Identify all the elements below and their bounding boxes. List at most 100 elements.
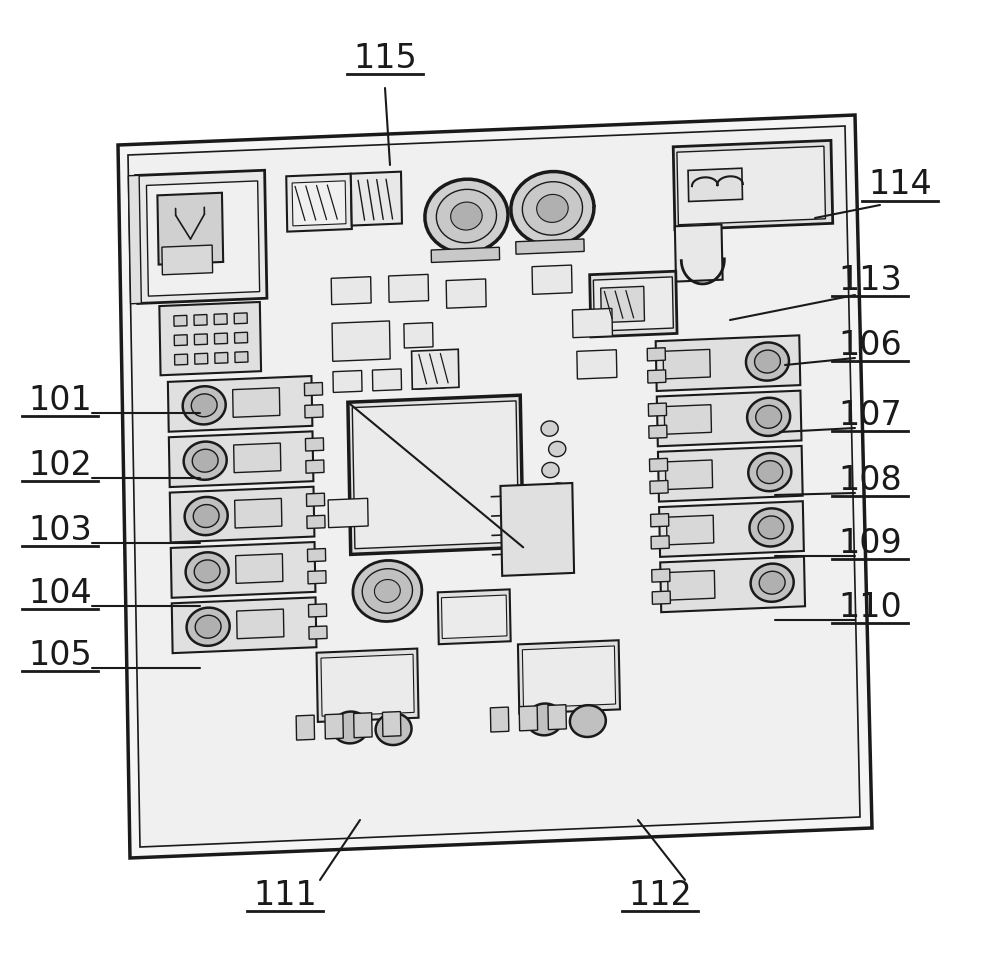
Polygon shape bbox=[307, 515, 325, 529]
Polygon shape bbox=[194, 334, 207, 345]
Polygon shape bbox=[353, 561, 422, 621]
Polygon shape bbox=[758, 516, 784, 538]
Polygon shape bbox=[235, 332, 248, 343]
Polygon shape bbox=[308, 604, 327, 617]
Polygon shape bbox=[656, 335, 800, 391]
Polygon shape bbox=[195, 353, 208, 364]
Polygon shape bbox=[333, 370, 362, 393]
Polygon shape bbox=[169, 432, 313, 487]
Polygon shape bbox=[325, 714, 343, 739]
Text: 113: 113 bbox=[838, 263, 902, 296]
Polygon shape bbox=[593, 277, 673, 331]
Polygon shape bbox=[382, 712, 401, 737]
Polygon shape bbox=[214, 333, 228, 344]
Polygon shape bbox=[652, 569, 670, 582]
Polygon shape bbox=[675, 225, 723, 282]
Polygon shape bbox=[663, 349, 710, 379]
Polygon shape bbox=[649, 459, 668, 471]
Text: 111: 111 bbox=[253, 879, 317, 912]
Polygon shape bbox=[332, 712, 368, 744]
Polygon shape bbox=[416, 367, 445, 389]
Polygon shape bbox=[376, 713, 412, 746]
Polygon shape bbox=[688, 168, 742, 201]
Polygon shape bbox=[233, 388, 280, 417]
Text: 104: 104 bbox=[28, 576, 92, 609]
Polygon shape bbox=[183, 386, 226, 425]
Polygon shape bbox=[306, 460, 324, 473]
Polygon shape bbox=[648, 370, 666, 383]
Polygon shape bbox=[660, 557, 805, 612]
Polygon shape bbox=[549, 441, 566, 457]
Polygon shape bbox=[175, 354, 188, 365]
Polygon shape bbox=[174, 315, 187, 327]
Polygon shape bbox=[193, 504, 219, 528]
Text: 101: 101 bbox=[28, 384, 92, 416]
Polygon shape bbox=[649, 425, 667, 438]
Polygon shape bbox=[309, 626, 327, 640]
Text: 102: 102 bbox=[28, 448, 92, 481]
Polygon shape bbox=[658, 446, 803, 502]
Polygon shape bbox=[657, 391, 801, 446]
Polygon shape bbox=[235, 352, 248, 363]
Text: 105: 105 bbox=[28, 639, 92, 672]
Polygon shape bbox=[746, 342, 789, 381]
Polygon shape bbox=[651, 536, 669, 549]
Polygon shape bbox=[532, 265, 572, 295]
Polygon shape bbox=[650, 480, 668, 494]
Polygon shape bbox=[194, 315, 207, 326]
Polygon shape bbox=[321, 654, 414, 716]
Polygon shape bbox=[389, 274, 429, 302]
Polygon shape bbox=[500, 483, 574, 575]
Polygon shape bbox=[296, 715, 315, 740]
Text: 109: 109 bbox=[838, 527, 902, 560]
Polygon shape bbox=[677, 146, 825, 225]
Polygon shape bbox=[351, 172, 402, 226]
Polygon shape bbox=[751, 564, 794, 602]
Polygon shape bbox=[648, 403, 667, 416]
Polygon shape bbox=[666, 515, 714, 545]
Polygon shape bbox=[214, 314, 227, 325]
Polygon shape bbox=[755, 350, 780, 373]
Polygon shape bbox=[194, 560, 220, 583]
Polygon shape bbox=[146, 181, 260, 296]
Polygon shape bbox=[172, 598, 316, 653]
Polygon shape bbox=[572, 308, 612, 337]
Polygon shape bbox=[192, 449, 218, 472]
Text: 110: 110 bbox=[838, 591, 902, 623]
Polygon shape bbox=[436, 190, 497, 243]
Polygon shape bbox=[136, 170, 267, 303]
Polygon shape bbox=[328, 499, 368, 528]
Text: 115: 115 bbox=[353, 42, 417, 75]
Polygon shape bbox=[577, 350, 617, 379]
Text: 106: 106 bbox=[838, 329, 902, 362]
Polygon shape bbox=[352, 400, 519, 548]
Polygon shape bbox=[235, 499, 282, 528]
Polygon shape bbox=[542, 463, 559, 477]
Polygon shape bbox=[652, 591, 670, 605]
Polygon shape bbox=[215, 353, 228, 364]
Polygon shape bbox=[543, 503, 560, 519]
Polygon shape bbox=[184, 441, 227, 480]
Polygon shape bbox=[362, 569, 413, 613]
Polygon shape bbox=[748, 453, 791, 491]
Polygon shape bbox=[186, 552, 229, 591]
Polygon shape bbox=[673, 140, 833, 229]
Polygon shape bbox=[665, 460, 713, 490]
Text: 114: 114 bbox=[868, 168, 932, 201]
Polygon shape bbox=[168, 376, 312, 432]
Polygon shape bbox=[441, 595, 507, 639]
Polygon shape bbox=[306, 493, 325, 506]
Polygon shape bbox=[659, 502, 804, 557]
Polygon shape bbox=[548, 705, 566, 730]
Polygon shape bbox=[234, 443, 281, 472]
Polygon shape bbox=[157, 192, 223, 264]
Polygon shape bbox=[128, 175, 141, 304]
Polygon shape bbox=[159, 302, 261, 375]
Polygon shape bbox=[171, 542, 315, 598]
Polygon shape bbox=[237, 609, 284, 639]
Polygon shape bbox=[601, 287, 644, 323]
Polygon shape bbox=[451, 202, 482, 230]
Polygon shape bbox=[170, 487, 314, 542]
Polygon shape bbox=[519, 706, 538, 731]
Polygon shape bbox=[307, 548, 326, 562]
